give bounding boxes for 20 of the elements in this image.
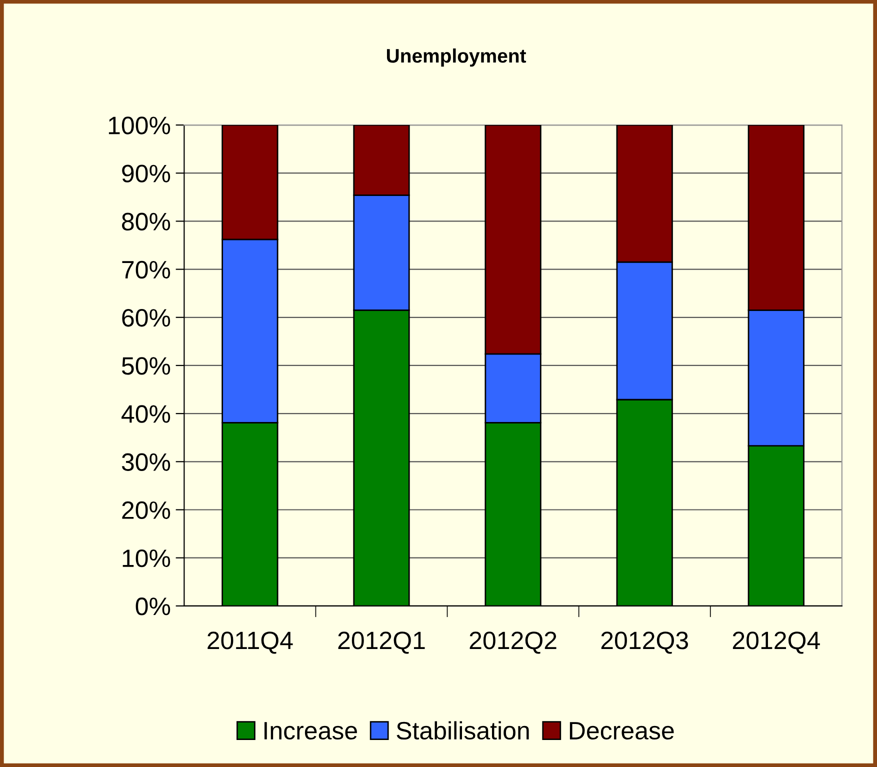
y-tick-label: 30% — [122, 453, 170, 471]
x-tick-label: 2012Q1 — [338, 632, 425, 654]
y-tick-label: 20% — [122, 501, 170, 520]
y-tick-label: 0% — [136, 598, 170, 616]
x-tick-label: 2012Q2 — [470, 632, 556, 654]
y-tick-label: 90% — [122, 164, 170, 182]
y-tick-label: 60% — [122, 308, 170, 327]
y-tick-label: 100% — [108, 116, 170, 134]
y-tick-label: 70% — [122, 260, 170, 279]
y-tick-label: 50% — [122, 357, 170, 375]
x-tick-label: 2012Q3 — [601, 632, 688, 654]
legend-label: Increase — [264, 722, 357, 740]
chart-title: Unemployment — [386, 48, 526, 67]
legend-label: Stabilisation — [396, 721, 529, 740]
x-tick-label: 2012Q4 — [732, 632, 820, 654]
y-tick-label: 40% — [122, 405, 170, 423]
y-tick-label: 10% — [122, 549, 170, 568]
x-tick-label: 2011Q4 — [208, 632, 293, 654]
legend-label: Decrease — [570, 722, 674, 740]
y-tick-label: 80% — [122, 212, 170, 231]
